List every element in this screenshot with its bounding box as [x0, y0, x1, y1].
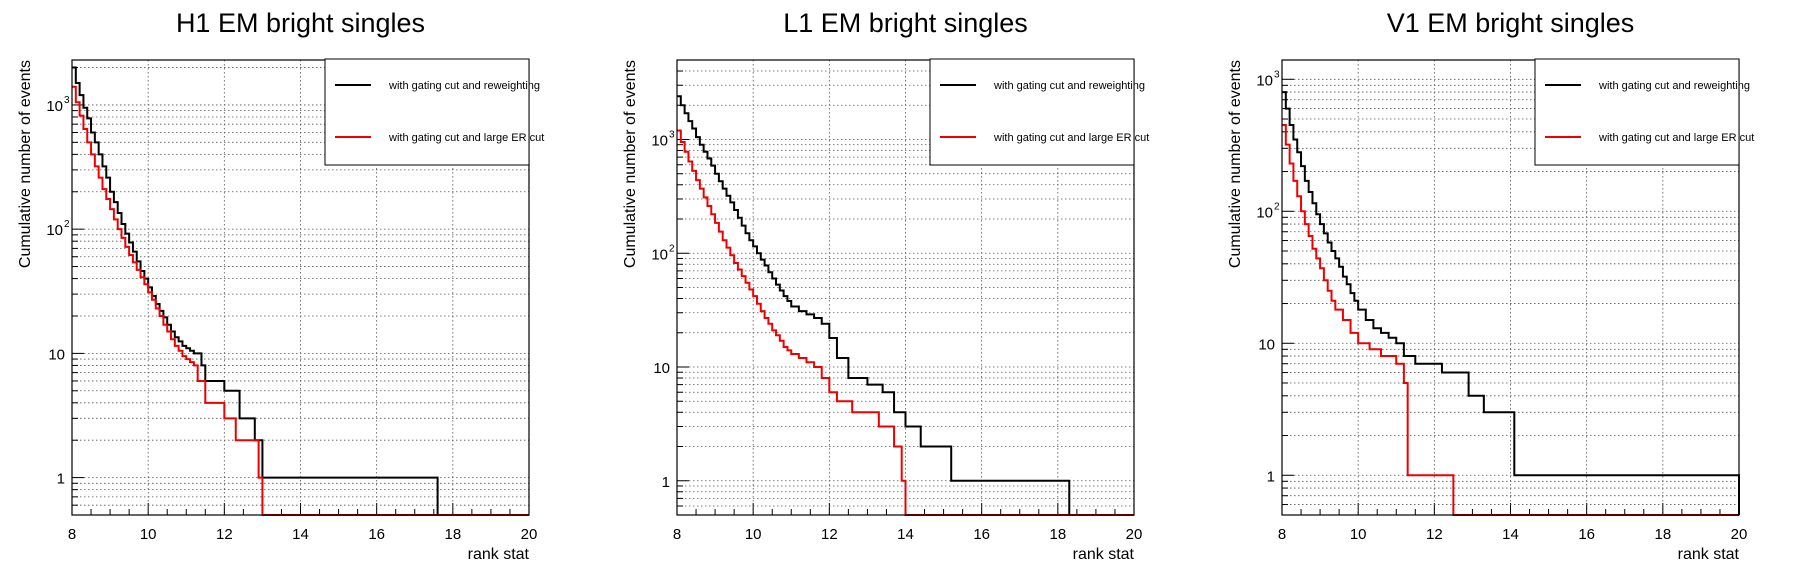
x-tick-label: 16	[368, 526, 385, 543]
x-tick-label: 16	[1578, 526, 1595, 543]
y-tick-label: 10	[653, 360, 670, 377]
series-line-reweighting	[72, 66, 529, 516]
series-line-large-er-cut	[677, 129, 1134, 516]
y-tick-label: 10	[46, 98, 63, 115]
chart-title: V1 EM bright singles	[1387, 8, 1635, 38]
x-tick-label: 12	[821, 526, 838, 543]
y-tick-exponent: 2	[64, 219, 70, 230]
y-tick-exponent: 2	[1274, 201, 1280, 212]
x-tick-label: 8	[673, 526, 681, 543]
y-tick-label: 1	[662, 474, 670, 491]
chart-title: L1 EM bright singles	[783, 8, 1028, 38]
y-tick-label: 10	[46, 222, 63, 239]
y-tick-label: 10	[651, 133, 668, 150]
legend-entry-label: with gating cut and large ER cut	[993, 132, 1149, 144]
legend: with gating cut and reweighting with gati…	[929, 58, 1149, 166]
x-tick-label: 14	[1502, 526, 1519, 543]
x-tick-label: 8	[68, 526, 76, 543]
x-tick-label: 12	[1426, 526, 1443, 543]
y-tick-label: 1	[57, 471, 65, 488]
x-tick-label: 20	[1126, 526, 1143, 543]
y-tick-label: 10	[1256, 204, 1273, 221]
x-tick-label: 20	[1731, 526, 1748, 543]
legend-entry-label: with gating cut and large ER cut	[388, 132, 544, 144]
y-tick-label: 10	[1256, 72, 1273, 89]
x-axis-label: rank stat	[468, 546, 530, 563]
x-tick-label: 10	[1350, 526, 1367, 543]
legend-box	[1534, 58, 1740, 166]
x-tick-label: 18	[444, 526, 461, 543]
x-tick-label: 12	[216, 526, 233, 543]
x-tick-label: 18	[1654, 526, 1671, 543]
y-tick-exponent: 2	[669, 243, 675, 254]
legend-box	[324, 58, 530, 166]
legend-box	[929, 58, 1135, 166]
y-tick-label: 10	[48, 346, 65, 363]
y-tick-exponent: 3	[669, 130, 675, 141]
legend-entry-label: with gating cut and reweighting	[388, 80, 540, 92]
plot-frame	[1281, 59, 1740, 516]
x-tick-label: 10	[140, 526, 157, 543]
y-tick-label: 1	[1267, 468, 1275, 485]
plot-frame	[71, 59, 530, 516]
y-tick-exponent: 3	[1274, 69, 1280, 80]
y-axis-label: Cumulative number of events	[622, 60, 639, 268]
x-tick-label: 16	[973, 526, 990, 543]
y-tick-exponent: 3	[64, 95, 70, 106]
y-tick-label: 10	[1258, 336, 1275, 353]
x-tick-label: 14	[897, 526, 914, 543]
legend-entry-label: with gating cut and large ER cut	[1598, 132, 1754, 144]
y-tick-label: 10	[651, 246, 668, 263]
plot-frame	[676, 59, 1135, 516]
x-axis-label: rank stat	[1073, 546, 1135, 563]
x-tick-label: 14	[292, 526, 309, 543]
legend-entry-label: with gating cut and reweighting	[1598, 80, 1750, 92]
series-line-reweighting	[677, 95, 1134, 516]
series-line-reweighting	[1282, 91, 1740, 515]
series-line-large-er-cut	[1282, 124, 1739, 516]
x-tick-label: 10	[745, 526, 762, 543]
x-tick-label: 8	[1278, 526, 1286, 543]
chart-title: H1 EM bright singles	[176, 8, 425, 38]
y-axis-label: Cumulative number of events	[17, 60, 34, 268]
legend: with gating cut and reweighting with gati…	[324, 58, 544, 166]
x-tick-label: 18	[1049, 526, 1066, 543]
legend-entry-label: with gating cut and reweighting	[993, 80, 1145, 92]
legend: with gating cut and reweighting with gati…	[1534, 58, 1754, 166]
x-axis-label: rank stat	[1678, 546, 1740, 563]
y-axis-label: Cumulative number of events	[1227, 60, 1244, 268]
series-line-large-er-cut	[72, 85, 529, 516]
x-tick-label: 20	[521, 526, 538, 543]
